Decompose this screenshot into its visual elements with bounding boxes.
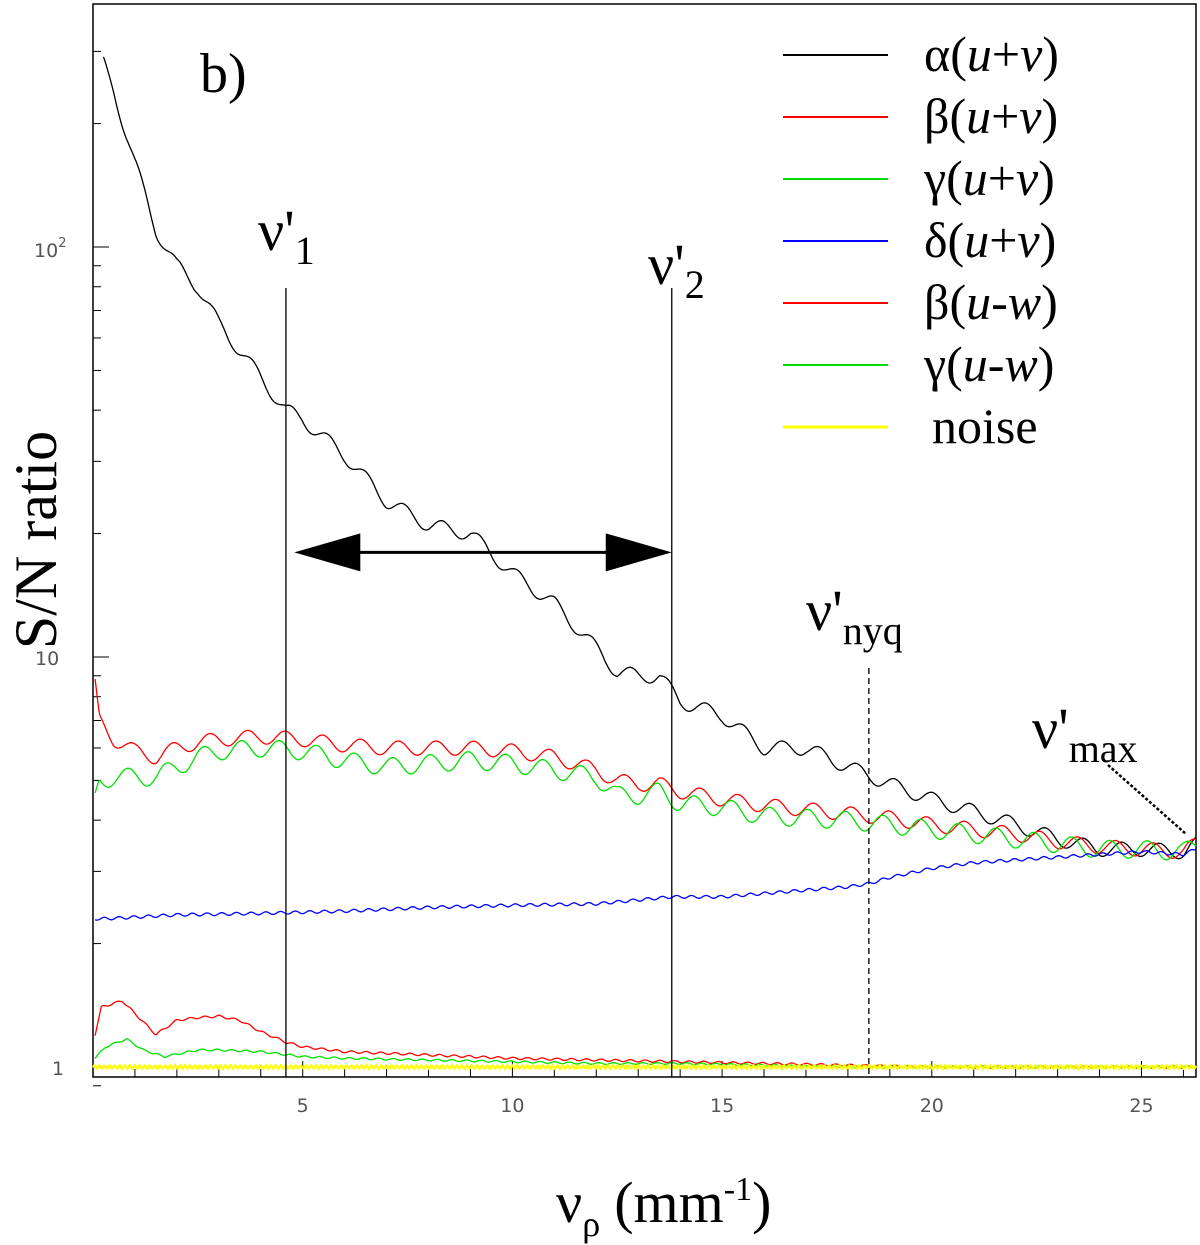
range-arrow-head-right <box>605 533 672 572</box>
legend-label: β(u-w) <box>924 274 1058 330</box>
legend-label: noise <box>932 398 1038 454</box>
legend-label: α(u+v) <box>924 26 1059 82</box>
legend-label: β(u+v) <box>924 88 1058 144</box>
x-tick-label: 25 <box>1129 1095 1153 1117</box>
marker-label-1: ν'2 <box>648 232 705 307</box>
legend-entry-6: noise <box>783 398 1038 454</box>
plot-frame <box>92 3 1197 1078</box>
y-tick-label-1: 1 <box>52 1058 64 1080</box>
series-line-4 <box>94 1000 1197 1069</box>
legend-entry-5: γ(u-w) <box>783 336 1054 392</box>
range-arrow-head-left <box>294 533 361 572</box>
series-line-2 <box>94 739 1197 861</box>
max-label: ν'max <box>1032 696 1138 771</box>
series-line-1 <box>94 679 1197 859</box>
x-tick-label: 5 <box>297 1095 309 1117</box>
x-tick-label: 10 <box>500 1095 524 1117</box>
y-tick-label-100: 102 <box>34 236 66 262</box>
panel-label: b) <box>200 43 247 105</box>
max-pointer <box>1107 764 1187 835</box>
legend-entry-3: δ(u+v) <box>783 212 1056 268</box>
series-line-6 <box>92 1063 1197 1071</box>
marker-label-2: ν'nyq <box>806 578 903 653</box>
legend-entry-0: α(u+v) <box>783 26 1059 82</box>
legend-label: δ(u+v) <box>924 212 1056 268</box>
legend-entry-4: β(u-w) <box>783 274 1058 330</box>
marker-label-0: ν'1 <box>258 198 315 273</box>
legend-entry-2: γ(u+v) <box>783 150 1055 206</box>
y-axis-label: S/N ratio <box>3 431 69 649</box>
x-tick-label: 20 <box>920 1095 944 1117</box>
legend-label: γ(u-w) <box>923 336 1054 392</box>
x-axis-label: νρ (mm-1) <box>556 1170 771 1244</box>
legend-entry-1: β(u+v) <box>783 88 1058 144</box>
legend: α(u+v) β(u+v) γ(u+v) δ(u+v) β(u-w) γ(u-w) nois… <box>783 26 1059 454</box>
y-tick-label-10: 10 <box>35 648 59 670</box>
legend-label: γ(u+v) <box>923 150 1055 206</box>
series-line-3 <box>94 848 1197 921</box>
x-tick-label: 15 <box>710 1095 734 1117</box>
